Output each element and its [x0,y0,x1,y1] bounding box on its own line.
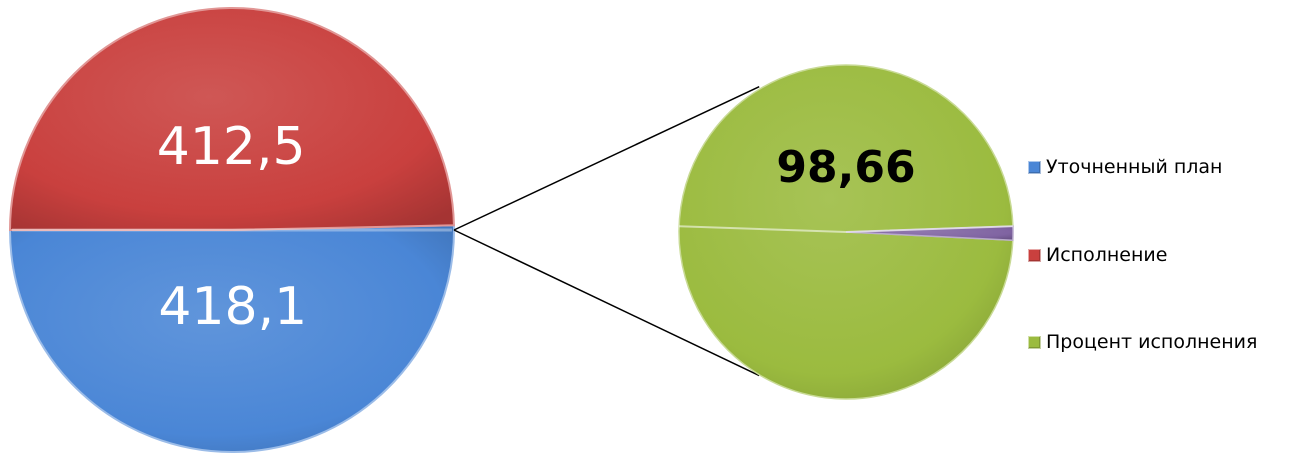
legend-label-percent: Процент исполнения [1046,331,1258,353]
main-pie-slice-1 [8,7,455,231]
legend-label-execution: Исполнение [1046,244,1168,266]
secondary-pie-slice-1 [845,225,1014,242]
connector-line-0 [453,86,760,231]
legend-item-execution: Исполнение [1028,243,1167,267]
legend-label-planned: Уточненный план [1046,156,1223,178]
legend-item-percent: Процент исполнения [1028,330,1257,354]
secondary-pie-divider [679,225,1013,234]
main-pie-label-1: 412,5 [157,117,306,177]
legend-swatch-execution [1028,248,1041,262]
connector-line-1 [453,229,760,377]
legend-swatch-percent [1028,335,1041,349]
secondary-pie-label-0: 98,66 [776,142,915,193]
legend-item-planned: Уточненный план [1028,155,1222,179]
legend-swatch-planned [1028,160,1041,174]
main-pie-slice-0 [8,224,455,453]
main-pie-label-0: 418,1 [158,277,307,337]
